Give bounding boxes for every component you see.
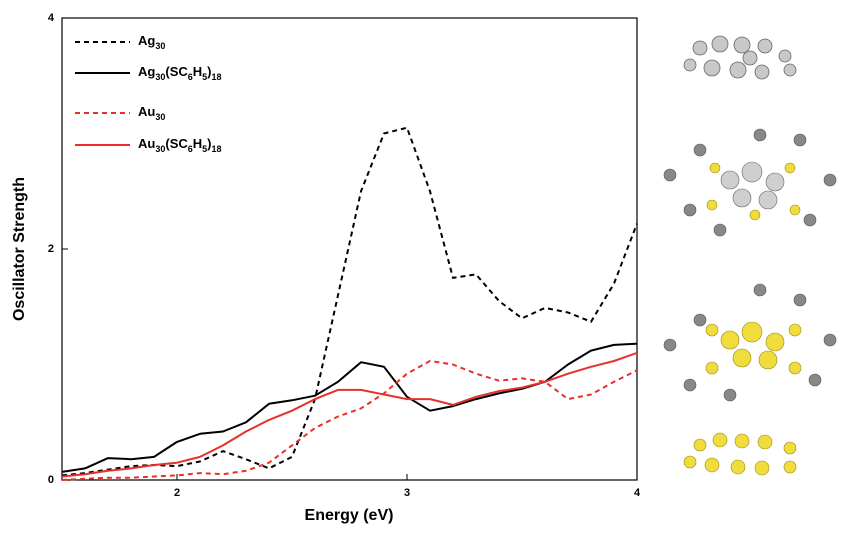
plot-frame — [62, 18, 637, 480]
y-tick-label: 2 — [48, 243, 54, 255]
x-tick-label: 3 — [404, 487, 410, 499]
y-tick-label: 4 — [48, 12, 55, 24]
x-tick-label: 4 — [634, 487, 641, 499]
legend-label: Ag30 — [138, 33, 165, 51]
series-line — [62, 128, 637, 476]
x-axis-label: Energy (eV) — [305, 507, 394, 524]
page: Energy (eV) Oscillator Strength 2 3 4 0 2 4 Ag… — [0, 0, 864, 534]
chart: Energy (eV) Oscillator Strength 2 3 4 0 2 4 Ag… — [0, 0, 864, 529]
legend-label: Ag30(SC6H5)18 — [138, 64, 222, 82]
y-axis-label: Oscillator Strength — [11, 177, 28, 321]
series-line — [62, 344, 637, 472]
x-tick-label: 2 — [174, 487, 180, 499]
y-tick-label: 0 — [48, 474, 54, 486]
molecule-images — [664, 36, 836, 475]
legend-label: Au30 — [138, 104, 165, 122]
legend-label: Au30(SC6H5)18 — [138, 136, 222, 154]
